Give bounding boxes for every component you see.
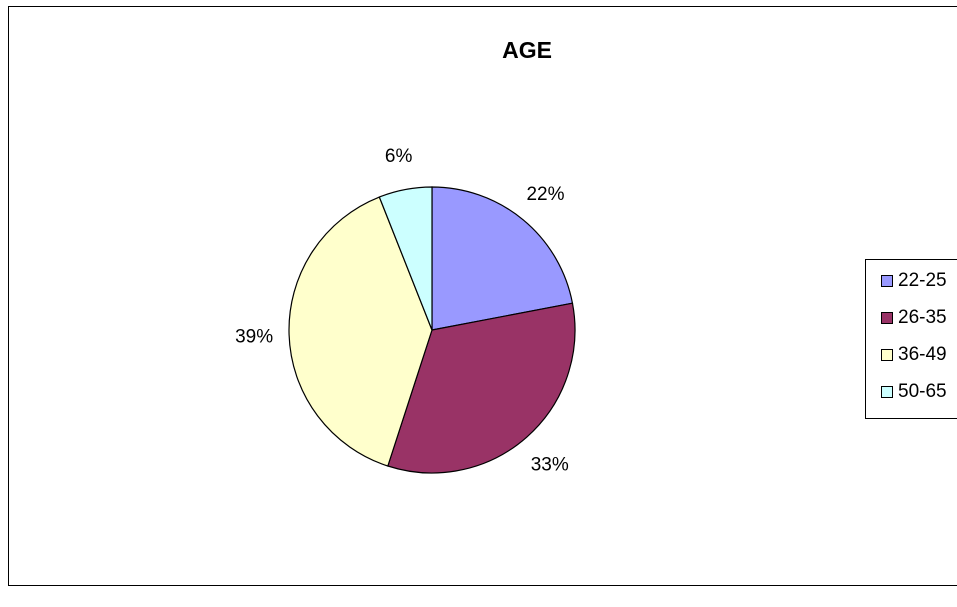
legend-swatch-26-35	[881, 312, 893, 324]
chart-title: AGE	[502, 37, 552, 63]
pie-label-26-35: 33%	[531, 455, 569, 476]
pie-slice-50-65	[378, 186, 433, 331]
legend-label-22-25: 22-25	[898, 270, 947, 291]
legend-swatch-22-25	[881, 275, 893, 287]
pie-label-36-49: 39%	[235, 327, 273, 348]
legend-label-36-49: 36-49	[898, 344, 947, 365]
pie-slice-22-25	[431, 186, 574, 331]
pie-slice-36-49	[288, 196, 433, 467]
legend-item-22-25: 22-25	[881, 270, 947, 292]
chart-area: AGE 22% 33% 39% 6% 22-25 26-35 36-49 50-65	[8, 6, 957, 586]
legend-item-50-65: 50-65	[881, 381, 947, 403]
legend-swatch-50-65	[881, 386, 893, 398]
legend-label-50-65: 50-65	[898, 381, 947, 402]
pie-label-22-25: 22%	[526, 184, 564, 205]
pie-chart: 22% 33% 39% 6%	[235, 146, 576, 476]
legend-swatch-36-49	[881, 349, 893, 361]
legend: 22-25 26-35 36-49 50-65	[865, 259, 957, 419]
legend-item-36-49: 36-49	[881, 344, 947, 366]
pie-label-50-65: 6%	[385, 146, 413, 167]
pie-slice-26-35	[387, 302, 576, 474]
legend-label-26-35: 26-35	[898, 307, 947, 328]
legend-item-26-35: 26-35	[881, 307, 947, 329]
